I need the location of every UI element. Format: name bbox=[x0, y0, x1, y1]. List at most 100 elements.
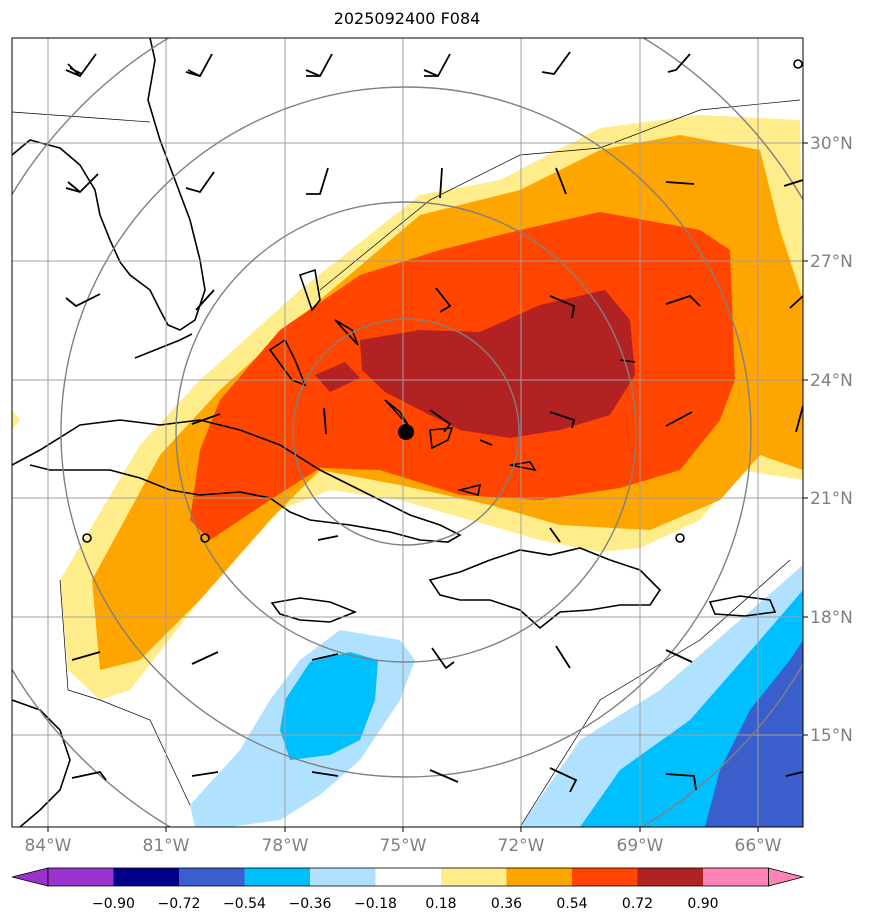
barb bbox=[549, 527, 561, 543]
contour-very-high bbox=[360, 290, 635, 438]
barb bbox=[783, 179, 803, 187]
lon-label: 72°W bbox=[498, 836, 545, 856]
calm-marker bbox=[793, 59, 803, 69]
barb bbox=[549, 767, 578, 793]
barb bbox=[789, 295, 803, 309]
colorbar-label: 0.90 bbox=[687, 896, 718, 912]
colorbar-seg bbox=[310, 868, 376, 886]
range-rings bbox=[12, 38, 803, 827]
lat-label: 18°N bbox=[810, 608, 853, 628]
coast-hispaniola bbox=[428, 547, 662, 630]
barb bbox=[306, 167, 329, 195]
colorbar-label: 0.18 bbox=[425, 896, 456, 912]
barb bbox=[795, 405, 803, 433]
colorbar-extend-low bbox=[11, 867, 49, 887]
colorbar-label: 0.36 bbox=[491, 896, 522, 912]
lon-label: 84°W bbox=[25, 836, 72, 856]
map-title: 2025092400 F084 bbox=[333, 9, 481, 28]
colorbar-label: −0.72 bbox=[158, 896, 201, 912]
barb bbox=[71, 770, 107, 781]
barb bbox=[311, 653, 339, 661]
range-ring-3 bbox=[60, 86, 752, 778]
border-us bbox=[12, 111, 151, 123]
barb bbox=[71, 651, 101, 661]
barb bbox=[185, 53, 213, 78]
barb bbox=[191, 771, 219, 777]
barb bbox=[541, 51, 571, 75]
calm-marker bbox=[200, 533, 210, 543]
barb bbox=[429, 769, 459, 783]
barb bbox=[665, 181, 695, 185]
colorbar-label: 0.72 bbox=[622, 896, 653, 912]
coast-florida-keys bbox=[134, 333, 193, 359]
contour-very-high-w bbox=[315, 362, 360, 392]
lon-label: 66°W bbox=[735, 836, 782, 856]
borders bbox=[12, 99, 801, 827]
colorbar-seg bbox=[113, 868, 179, 886]
range-ring-2 bbox=[175, 201, 637, 663]
colorbar-seg bbox=[179, 868, 245, 886]
barb bbox=[65, 293, 101, 308]
lat-label: 30°N bbox=[810, 134, 853, 154]
barb bbox=[65, 53, 97, 78]
barb bbox=[665, 411, 693, 427]
calm-marker bbox=[82, 533, 92, 543]
contour-fills bbox=[12, 115, 803, 827]
lat-label: 24°N bbox=[810, 371, 853, 391]
barb bbox=[191, 413, 221, 425]
colorbar-extend-high bbox=[768, 867, 805, 887]
lon-label: 69°W bbox=[617, 836, 664, 856]
coast-cuba bbox=[12, 419, 462, 543]
barb bbox=[429, 409, 452, 433]
colorbar: −0.90 −0.72 −0.54 −0.36 −0.18 0.18 0.36 … bbox=[11, 867, 805, 912]
map-area bbox=[12, 38, 803, 827]
colorbar-seg bbox=[703, 868, 769, 886]
lon-label: 81°W bbox=[143, 836, 190, 856]
barb bbox=[439, 167, 443, 199]
colorbar-label: −0.36 bbox=[289, 896, 332, 912]
barb bbox=[555, 167, 567, 195]
lat-label: 27°N bbox=[810, 252, 853, 272]
barb bbox=[185, 171, 215, 194]
contour-neg-mid-1 bbox=[280, 652, 378, 760]
coastlines bbox=[12, 38, 777, 827]
barb bbox=[667, 53, 691, 73]
colorbar-label: 0.54 bbox=[556, 896, 587, 912]
colorbar-seg bbox=[244, 868, 310, 886]
colorbar-label: −0.18 bbox=[354, 896, 397, 912]
coast-puerto-rico bbox=[708, 595, 777, 617]
barb bbox=[65, 173, 99, 194]
barb bbox=[311, 771, 339, 777]
barb bbox=[665, 649, 693, 663]
barb bbox=[555, 645, 571, 669]
wind-barbs bbox=[65, 51, 803, 793]
colorbar-label: −0.90 bbox=[92, 896, 135, 912]
coast-bahamas bbox=[268, 268, 636, 497]
barb bbox=[549, 295, 576, 319]
coast-jamaica bbox=[270, 597, 358, 623]
lon-labels: 84°W 81°W 78°W 75°W 72°W 69°W 66°W bbox=[25, 836, 782, 856]
barb bbox=[195, 289, 215, 311]
barb bbox=[323, 407, 327, 435]
barb bbox=[435, 287, 452, 313]
colorbar-labels: −0.90 −0.72 −0.54 −0.36 −0.18 0.18 0.36 … bbox=[92, 896, 719, 912]
border-caribbean bbox=[519, 559, 791, 827]
lon-label: 78°W bbox=[262, 836, 309, 856]
barb bbox=[665, 773, 697, 791]
border-central bbox=[59, 579, 191, 806]
coast-florida bbox=[12, 38, 206, 331]
axis-ticks bbox=[47, 142, 808, 832]
lat-label: 21°N bbox=[810, 489, 853, 509]
storm-center-marker bbox=[398, 424, 414, 440]
lon-label: 75°W bbox=[380, 836, 427, 856]
contour-low-yellow-w bbox=[12, 410, 20, 430]
colorbar-seg bbox=[506, 868, 572, 886]
range-ring-1 bbox=[292, 318, 520, 546]
colorbar-seg bbox=[48, 868, 114, 886]
colorbar-seg bbox=[375, 868, 441, 886]
lat-labels: 30°N 27°N 24°N 21°N 18°N 15°N bbox=[810, 134, 853, 746]
border-atlantic bbox=[319, 99, 801, 291]
colorbar-seg bbox=[637, 868, 703, 886]
colorbar-seg bbox=[441, 868, 507, 886]
